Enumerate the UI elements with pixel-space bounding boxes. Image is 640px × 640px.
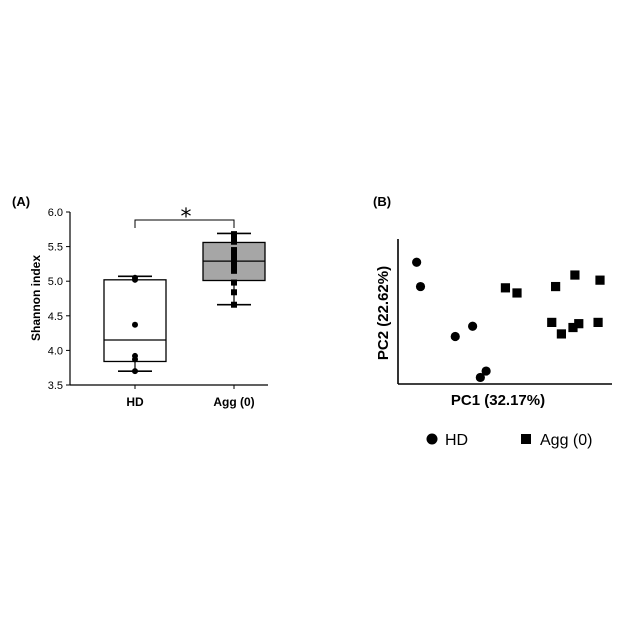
point-agg	[574, 319, 583, 328]
data-point	[231, 268, 237, 274]
panel-b-pca-scatter: (B) PC1 (32.17%) PC2 (22.62%) HD Agg (0)	[373, 194, 612, 449]
y-tick-label: 5.5	[48, 242, 63, 254]
panel-a-boxplot: (A) Shannon index 3.5 4.0 4.5 5.0 5.5 6.0 HD A…	[12, 194, 268, 409]
panel-b-x-axis-title: PC1 (32.17%)	[451, 392, 545, 409]
point-agg	[593, 318, 602, 327]
box-agg	[203, 231, 265, 308]
point-agg	[551, 282, 560, 291]
legend-marker-agg	[521, 434, 531, 444]
data-point	[231, 280, 237, 286]
data-point	[132, 277, 138, 283]
panel-a-boxes	[104, 231, 265, 374]
y-tick-label: 6.0	[48, 207, 63, 219]
panel-a-significance-bracket: *	[135, 205, 234, 230]
panel-b-label: (B)	[373, 194, 391, 209]
point-hd	[412, 258, 421, 267]
data-point	[231, 289, 237, 295]
y-tick-label: 3.5	[48, 380, 63, 392]
data-point	[132, 356, 138, 362]
point-hd	[416, 282, 425, 291]
point-agg	[547, 318, 556, 327]
point-agg	[501, 283, 510, 292]
point-agg	[595, 276, 604, 285]
y-tick-label: 5.0	[48, 276, 63, 288]
panel-b-legend: HD Agg (0)	[427, 432, 593, 449]
data-point	[231, 239, 237, 245]
y-tick-label: 4.5	[48, 311, 63, 323]
point-hd	[482, 366, 491, 375]
category-label-hd: HD	[126, 395, 144, 409]
point-agg	[512, 288, 521, 297]
category-label-agg: Agg (0)	[213, 395, 254, 409]
panel-b-points	[412, 258, 605, 382]
point-agg	[557, 329, 566, 338]
legend-marker-hd	[427, 434, 438, 445]
y-tick-label: 4.0	[48, 345, 63, 357]
data-point	[132, 322, 138, 328]
significance-star: *	[181, 205, 192, 230]
panel-b-y-axis-title: PC2 (22.62%)	[375, 266, 392, 360]
panel-a-y-axis-title: Shannon index	[29, 255, 43, 341]
panel-a-label: (A)	[12, 194, 30, 209]
legend-label-agg: Agg (0)	[540, 432, 592, 449]
point-agg	[570, 270, 579, 279]
data-point	[231, 302, 237, 308]
iqr-box	[104, 280, 166, 362]
panel-a-y-ticks: 3.5 4.0 4.5 5.0 5.5 6.0	[48, 207, 70, 392]
point-hd	[468, 322, 477, 331]
point-hd	[451, 332, 460, 341]
panel-a-category-labels: HD Agg (0)	[126, 385, 254, 409]
box-hd	[104, 275, 166, 374]
legend-label-hd: HD	[445, 432, 468, 449]
data-point	[132, 368, 138, 374]
